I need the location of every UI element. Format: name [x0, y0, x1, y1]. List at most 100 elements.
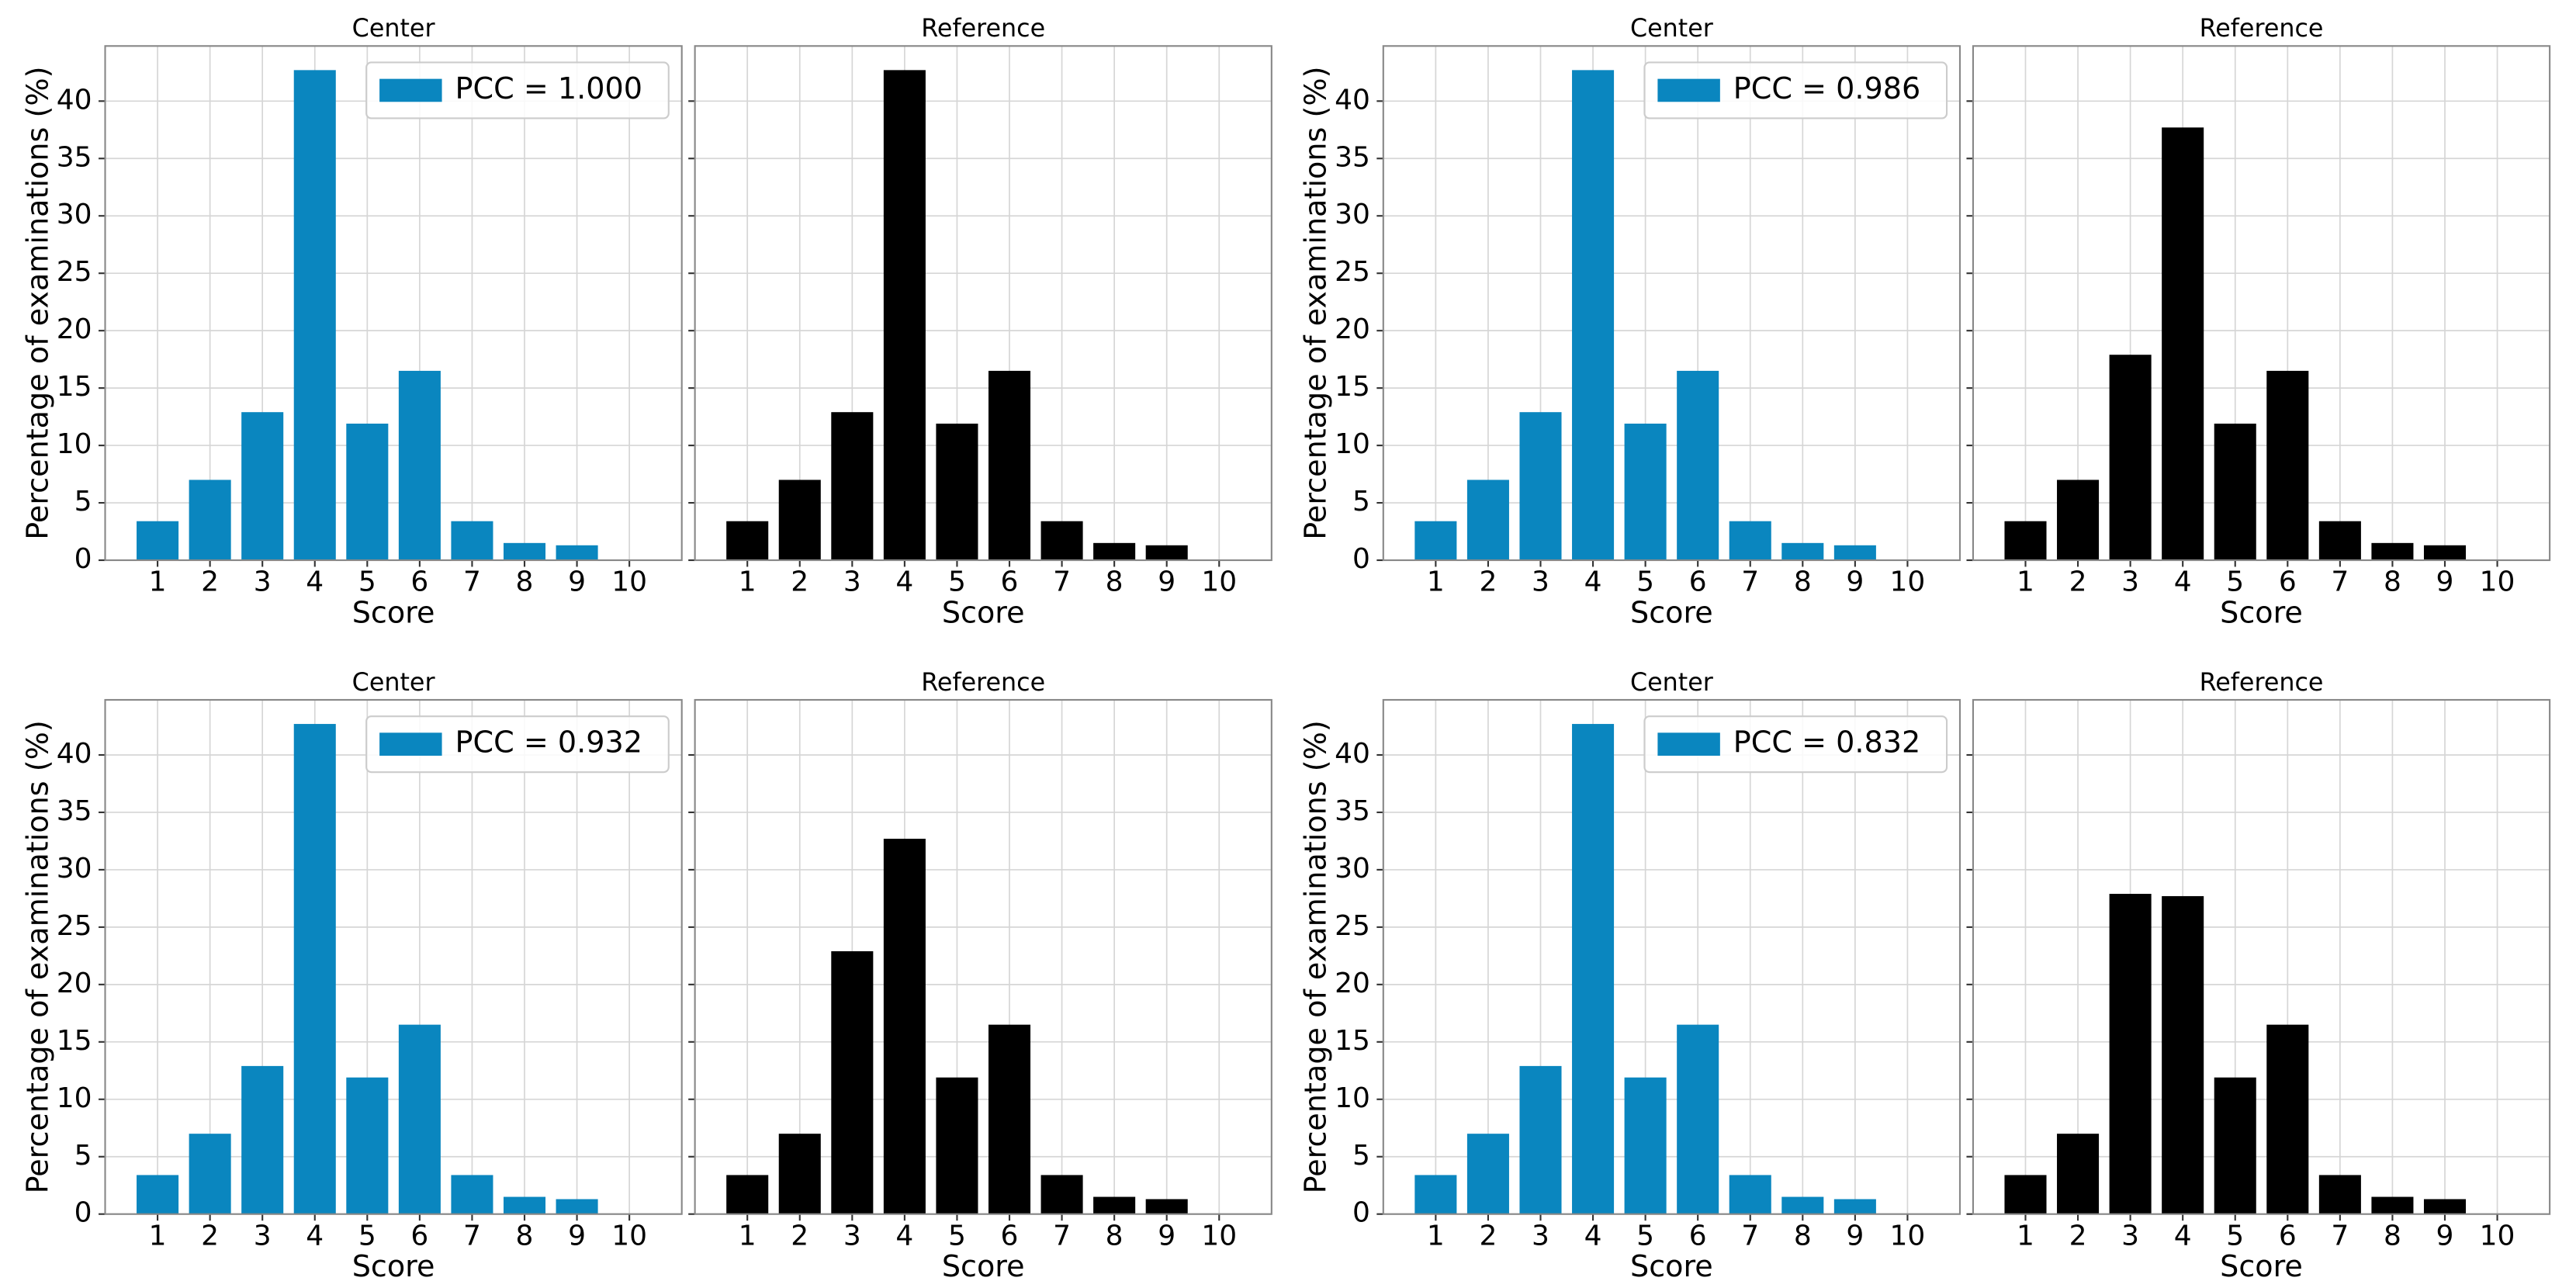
bar	[2214, 423, 2256, 561]
y-tick-label: 40	[57, 84, 92, 116]
y-tick-label: 10	[57, 1082, 92, 1114]
bar	[1414, 521, 1457, 561]
subplot-title: Reference	[921, 15, 1045, 43]
y-axis-label: Percentage of examinations (%)	[20, 720, 54, 1193]
x-tick-label: 3	[1532, 1220, 1549, 1252]
bar	[503, 1196, 546, 1214]
x-tick-label: 4	[1584, 566, 1602, 598]
x-tick-label: 2	[791, 566, 808, 598]
x-tick-label: 4	[895, 1220, 913, 1252]
bar	[346, 1077, 389, 1214]
bar	[988, 1024, 1031, 1214]
x-tick-label: 9	[1158, 566, 1175, 598]
legend-label: PCC = 0.932	[455, 725, 642, 760]
subplot: 0 5 10 15 20 25 30 35 40 1 2 3 4 5 6 7 8 9 10 Center Score Pe…	[20, 15, 683, 629]
x-tick-label: 8	[2384, 566, 2401, 598]
legend-label: PCC = 0.986	[1733, 71, 1920, 106]
x-tick-label: 10	[1201, 1220, 1237, 1252]
x-tick-label: 8	[1794, 566, 1812, 598]
bar	[1833, 545, 1876, 561]
subplot: 1 2 3 4 5 6 7 8 9 10 Reference Score	[688, 15, 1272, 629]
x-axis-label: Score	[2220, 1249, 2303, 1283]
bar	[2318, 1175, 2361, 1214]
x-axis-label: Score	[352, 1249, 435, 1283]
legend-swatch	[1657, 732, 1720, 756]
legend-label: PCC = 1.000	[455, 71, 642, 106]
bar	[778, 1134, 821, 1214]
bar	[1729, 521, 1771, 561]
y-tick-label: 30	[1335, 199, 1370, 230]
x-tick-label: 9	[2436, 1220, 2454, 1252]
x-tick-label: 5	[948, 1220, 966, 1252]
y-tick-label: 15	[57, 1025, 92, 1057]
y-tick-label: 0	[1352, 543, 1370, 575]
x-tick-label: 2	[791, 1220, 808, 1252]
bar	[451, 1175, 493, 1214]
x-tick-label: 9	[1158, 1220, 1175, 1252]
bar	[1677, 370, 1719, 561]
x-tick-label: 3	[1532, 566, 1549, 598]
axes-frame	[1972, 45, 2551, 562]
bar	[1040, 1175, 1083, 1214]
subplot-title: Center	[1630, 15, 1714, 43]
x-tick-label: 5	[358, 566, 376, 598]
x-tick-label: 5	[358, 1220, 376, 1252]
x-tick-label: 5	[2226, 566, 2244, 598]
legend-box	[365, 715, 670, 774]
bar	[346, 423, 389, 561]
y-tick-label: 0	[74, 543, 92, 575]
x-tick-label: 1	[1427, 1220, 1445, 1252]
x-tick-label: 1	[739, 566, 757, 598]
bar	[936, 423, 978, 561]
bar	[1145, 545, 1188, 561]
bar	[2423, 1199, 2467, 1214]
x-tick-label: 4	[1584, 1220, 1602, 1252]
bar	[556, 1199, 598, 1214]
legend-swatch	[379, 732, 442, 756]
bar	[988, 370, 1031, 561]
bar	[883, 838, 926, 1214]
y-tick-label: 35	[57, 141, 92, 173]
bar	[137, 521, 179, 561]
bar	[451, 521, 493, 561]
x-tick-label: 2	[201, 566, 219, 598]
y-tick-label: 5	[74, 486, 92, 518]
bar	[1729, 1175, 1771, 1214]
subplot: 0 5 10 15 20 25 30 35 40 1 2 3 4 5 6 7 8 9 10 Center Score Pe…	[20, 669, 683, 1283]
x-tick-label: 8	[1106, 566, 1124, 598]
x-tick-label: 7	[2331, 566, 2349, 598]
y-tick-label: 40	[1335, 738, 1370, 770]
bar	[241, 1065, 284, 1214]
x-tick-label: 7	[1741, 1220, 1759, 1252]
subplot: 1 2 3 4 5 6 7 8 9 10 Reference Score	[1966, 669, 2551, 1283]
x-tick-label: 7	[1741, 566, 1759, 598]
bar	[2318, 521, 2361, 561]
bar	[831, 412, 874, 561]
x-tick-label: 6	[2279, 1220, 2297, 1252]
x-tick-label: 6	[1689, 1220, 1707, 1252]
x-tick-label: 7	[2331, 1220, 2349, 1252]
bar	[293, 724, 336, 1214]
bar	[1466, 1134, 1509, 1214]
y-tick-label: 40	[1335, 84, 1370, 116]
bar	[2266, 370, 2309, 561]
axes-frame	[694, 698, 1272, 1215]
y-tick-label: 5	[74, 1140, 92, 1172]
bar	[2423, 545, 2467, 561]
x-tick-label: 1	[739, 1220, 757, 1252]
x-tick-label: 1	[1427, 566, 1445, 598]
legend-box	[1643, 61, 1948, 119]
x-tick-label: 7	[463, 1220, 481, 1252]
y-tick-label: 20	[57, 313, 92, 345]
x-tick-label: 7	[463, 566, 481, 598]
x-tick-label: 10	[2480, 566, 2515, 598]
x-axis-label: Score	[2220, 595, 2303, 629]
x-tick-label: 1	[149, 566, 167, 598]
y-axis-label: Percentage of examinations (%)	[1299, 720, 1333, 1193]
x-tick-label: 8	[516, 566, 534, 598]
y-tick-label: 35	[57, 795, 92, 827]
bar	[1572, 70, 1615, 561]
bar	[2004, 1175, 2047, 1214]
